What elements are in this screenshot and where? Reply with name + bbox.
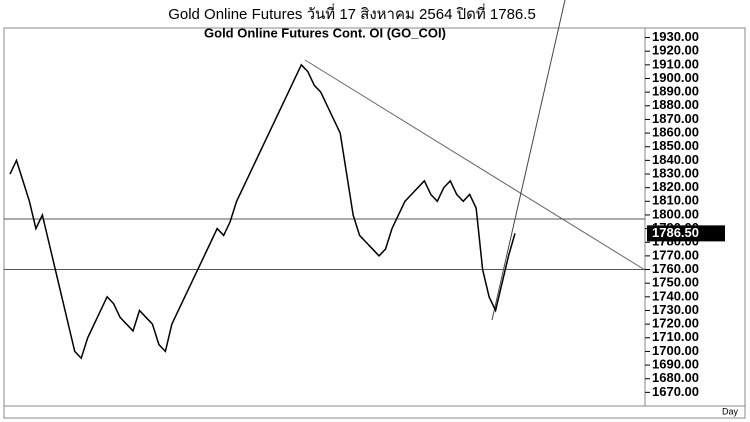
- y-tick-label: 1740.00: [652, 288, 699, 303]
- last-price-box: [647, 225, 725, 242]
- y-tick-label: 1830.00: [652, 165, 699, 180]
- y-tick-label: 1800.00: [652, 206, 699, 221]
- y-tick-label: 1730.00: [652, 302, 699, 317]
- y-tick-label: 1810.00: [652, 193, 699, 208]
- y-tick-label: 1720.00: [652, 316, 699, 331]
- y-tick-label: 1700.00: [652, 343, 699, 358]
- y-tick-label: 1880.00: [652, 97, 699, 112]
- y-tick-label: 1690.00: [652, 356, 699, 371]
- y-tick-label: 1770.00: [652, 247, 699, 262]
- y-tick-label: 1710.00: [652, 329, 699, 344]
- y-tick-label: 1930.00: [652, 29, 699, 44]
- y-tick-label: 1860.00: [652, 125, 699, 140]
- y-tick-label: 1760.00: [652, 261, 699, 276]
- y-tick-label: 1920.00: [652, 43, 699, 58]
- y-tick-label: 1750.00: [652, 275, 699, 290]
- trend-line: [304, 59, 646, 271]
- price-line: [9, 63, 516, 360]
- trend-line: [491, 0, 566, 321]
- last-price-label: 1786.50: [652, 225, 699, 240]
- y-tick-label: 1840.00: [652, 152, 699, 167]
- y-tick-label: 1680.00: [652, 370, 699, 385]
- chart-subtitle: Gold Online Futures Cont. OI (GO_COI): [204, 25, 446, 40]
- y-tick-label: 1850.00: [652, 138, 699, 153]
- x-axis-frame: [3, 405, 746, 419]
- y-tick-label: 1820.00: [652, 179, 699, 194]
- y-tick-label: 1890.00: [652, 84, 699, 99]
- y-tick-label: 1870.00: [652, 111, 699, 126]
- y-tick-label: 1910.00: [652, 56, 699, 71]
- chart-title: Gold Online Futures วันที่ 17 สิงหาคม 25…: [168, 3, 536, 23]
- y-tick-label: 1670.00: [652, 384, 699, 399]
- x-axis-label: Day: [722, 406, 739, 416]
- y-tick-label: 1900.00: [652, 70, 699, 85]
- plot-frame: [3, 27, 646, 407]
